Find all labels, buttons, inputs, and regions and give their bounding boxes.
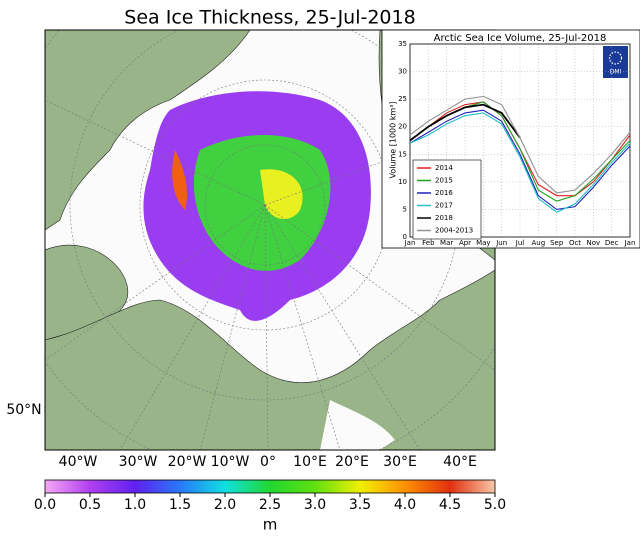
lon-label: 40°W xyxy=(59,454,98,470)
y-tick-label: 35 xyxy=(398,40,407,48)
lon-label: 20°W xyxy=(168,454,207,470)
y-tick-label: 15 xyxy=(398,150,407,158)
y-tick-label: 0 xyxy=(403,233,407,241)
x-tick-label: Jun xyxy=(495,239,507,247)
y-tick-label: 25 xyxy=(398,95,407,103)
colorbar-tick-label: 2.5 xyxy=(259,497,281,513)
colorbar-tick-label: 1.0 xyxy=(124,497,146,513)
legend-label: 2017 xyxy=(435,202,453,210)
x-tick-label: Mar xyxy=(440,239,453,247)
x-tick-label: Apr xyxy=(459,239,471,247)
lat-label: 50°N xyxy=(6,402,41,418)
series-line xyxy=(409,103,521,142)
legend xyxy=(412,159,482,240)
x-tick-label: Dec xyxy=(605,239,619,247)
legend-label: 2018 xyxy=(435,214,453,222)
y-tick-label: 10 xyxy=(398,178,407,186)
colorbar-tick-label: 3.5 xyxy=(349,497,371,513)
colorbar-tick-label: 0.5 xyxy=(79,497,101,513)
colorbar-tick-label: 4.5 xyxy=(439,497,461,513)
legend-label: 2014 xyxy=(435,164,453,172)
lon-label: 30°E xyxy=(383,454,417,470)
baltic xyxy=(320,400,395,450)
colorbar-tick-label: 3.0 xyxy=(304,497,326,513)
lon-label: 30°W xyxy=(119,454,158,470)
y-axis-label: Volume [1000 km³] xyxy=(389,101,398,178)
x-tick-label: Jan xyxy=(404,239,416,247)
colorbar-label: m xyxy=(263,516,278,534)
x-tick-label: Jan xyxy=(624,239,636,247)
ice-inner xyxy=(193,135,331,271)
lon-label: 10°E xyxy=(293,454,327,470)
map-title: Sea Ice Thickness, 25-Jul-2018 xyxy=(124,7,415,29)
x-tick-label: May xyxy=(476,239,490,247)
colorbar-tick-label: 2.0 xyxy=(214,497,236,513)
legend-label: 2015 xyxy=(435,177,453,185)
colorbar-tick-label: 0.0 xyxy=(34,497,56,513)
logo-stars xyxy=(608,51,623,65)
y-tick-label: 30 xyxy=(398,68,407,76)
x-tick-label: Feb xyxy=(422,239,435,247)
lon-label: 40°E xyxy=(443,454,477,470)
legend-label: 2004-2013 xyxy=(435,227,473,235)
x-tick-label: Aug xyxy=(531,239,545,247)
x-tick-label: Sep xyxy=(550,239,564,247)
ice-thick xyxy=(260,169,303,220)
series-line xyxy=(409,109,631,211)
land-greenland xyxy=(45,30,251,231)
lon-label: 20°E xyxy=(335,454,369,470)
lon-label: 0° xyxy=(260,454,276,470)
lon-label: 10°W xyxy=(211,454,250,470)
ice-ridge xyxy=(172,150,187,210)
land-eurasia xyxy=(45,269,495,450)
colorbar-tick-label: 5.0 xyxy=(484,497,506,513)
colorbar-tick-label: 1.5 xyxy=(169,497,191,513)
colorbar xyxy=(44,479,496,494)
y-tick-label: 20 xyxy=(398,123,407,131)
y-tick-label: 5 xyxy=(403,205,407,213)
colorbar-tick-label: 4.0 xyxy=(394,497,416,513)
series-line xyxy=(409,95,631,194)
legend-label: 2016 xyxy=(435,189,453,197)
x-tick-label: Oct xyxy=(569,239,581,247)
logo xyxy=(603,46,628,78)
series-line xyxy=(409,112,631,213)
inset-title: Arctic Sea Ice Volume, 25-Jul-2018 xyxy=(434,33,607,44)
logo-text: DMI xyxy=(610,69,622,76)
x-tick-label: Jul xyxy=(515,239,525,247)
x-tick-label: Nov xyxy=(586,239,600,247)
